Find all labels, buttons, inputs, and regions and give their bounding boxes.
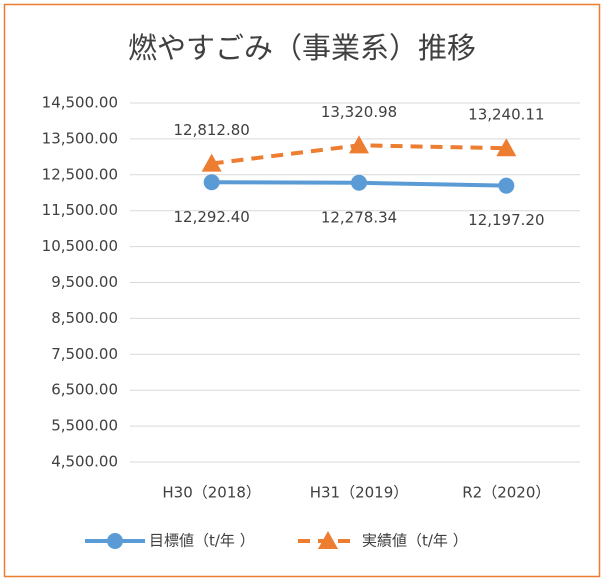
x-tick-label: H30（2018） [162,484,261,502]
chart-border [3,3,601,578]
data-label: 12,812.80 [173,121,249,139]
y-tick-label: 4,500.00 [51,453,118,471]
marker [496,138,517,157]
y-tick-label: 7,500.00 [51,345,118,363]
y-tick-label: 10,500.00 [42,237,118,255]
chart-title: 燃やすごみ（事業系）推移 [128,31,476,65]
legend-label: 実績値（t/年 ） [362,532,468,550]
x-tick-label: R2（2020） [462,484,550,502]
data-label: 12,197.20 [468,211,544,229]
x-tick-label: H31（2019） [310,484,409,502]
marker [498,177,515,194]
data-label: 13,320.98 [321,103,397,121]
marker [201,153,222,172]
y-tick-label: 13,500.00 [42,129,118,147]
y-tick-label: 5,500.00 [51,417,118,435]
data-label: 12,292.40 [173,208,249,226]
y-tick-label: 12,500.00 [42,165,118,183]
data-label: 13,240.11 [468,106,544,124]
data-label: 12,278.34 [321,208,397,226]
y-tick-label: 8,500.00 [51,309,118,327]
legend-marker [318,531,338,549]
y-tick-label: 14,500.00 [42,94,118,112]
y-tick-label: 11,500.00 [42,201,118,219]
legend-marker [107,533,123,549]
y-tick-label: 6,500.00 [51,381,118,399]
y-tick-label: 9,500.00 [51,273,118,291]
marker [349,135,369,154]
marker [203,174,220,191]
marker [351,174,367,191]
legend-label: 目標値（t/年 ） [149,532,255,550]
